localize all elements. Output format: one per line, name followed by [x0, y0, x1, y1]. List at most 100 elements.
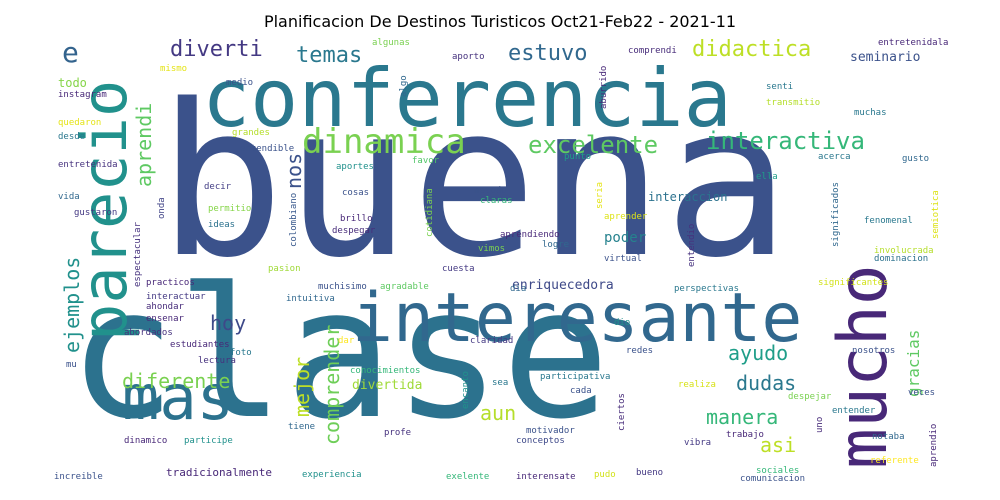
cloud-word-semiotica: semiotica — [931, 190, 941, 239]
cloud-word-sociales: sociales — [756, 466, 800, 476]
cloud-word-dio: dio — [614, 318, 631, 328]
cloud-word-motivador: motivador — [526, 426, 575, 436]
cloud-word-dinamica: dinamica — [302, 122, 466, 162]
cloud-word-acerca: acerca — [818, 152, 851, 162]
cloud-word-onda: onda — [157, 197, 167, 219]
cloud-word-dominacion: dominacion — [874, 254, 929, 264]
cloud-word-claridad: claridad — [470, 336, 514, 346]
cloud-word-seminario: seminario — [850, 50, 921, 65]
cloud-word-transmitio: transmitio — [766, 98, 821, 108]
cloud-word-senti: senti — [766, 82, 794, 92]
cloud-word-clase: clase — [68, 250, 610, 459]
cloud-word-entretenidala: entretenidala — [878, 38, 949, 48]
cloud-word-redes: redes — [626, 346, 654, 356]
cloud-word-asi: asi — [760, 433, 797, 457]
cloud-word-aprendio: aprendio — [929, 423, 939, 467]
cloud-word-ciertos: ciertos — [617, 393, 627, 431]
cloud-word-aun: aun — [480, 401, 517, 425]
cloud-word-intuitiva: intuitiva — [286, 294, 335, 304]
cloud-word-agradable: agradable — [380, 282, 429, 292]
cloud-word-interactiva: interactiva — [706, 127, 865, 155]
cloud-word-nosotros: nosotros — [852, 346, 896, 356]
cloud-word-ella: ella — [756, 172, 778, 182]
cloud-word-cuesta: cuesta — [442, 264, 475, 274]
cloud-word-ahondar: ahondar — [146, 302, 184, 312]
cloud-word-interactuar: interactuar — [146, 292, 206, 302]
cloud-word-mu: mu — [66, 360, 77, 370]
cloud-word-aprendi: aprendi — [132, 102, 156, 187]
cloud-word-muchas: muchas — [854, 108, 887, 118]
cloud-word-didactica: didactica — [692, 37, 812, 62]
cloud-word-favor: favor — [412, 156, 440, 166]
cloud-word-buena: buena — [158, 59, 791, 304]
cloud-word-aprender: aprender — [604, 212, 648, 222]
cloud-word-despegar: despegar — [332, 226, 376, 236]
cloud-word-exelente: exelente — [446, 472, 490, 482]
cloud-word-temas: temas — [296, 43, 363, 68]
cloud-word-conocimientos: conocimientos — [350, 366, 421, 376]
cloud-word-lectura: lectura — [198, 356, 236, 366]
cloud-word-diverti: diverti — [170, 37, 263, 62]
cloud-word-quedaron: quedaron — [58, 118, 102, 128]
cloud-word-dar: dar — [338, 336, 355, 346]
cloud-word-estudiantes: estudiantes — [170, 340, 230, 350]
cloud-word-fenomenal: fenomenal — [864, 216, 913, 226]
cloud-word-hoy: hoy — [210, 311, 247, 335]
cloud-word-abordados: abordados — [124, 328, 173, 338]
cloud-word-encanto: encanto — [461, 371, 471, 409]
cloud-word-punto: punto — [564, 152, 592, 162]
cloud-word-gusto: gusto — [902, 154, 930, 164]
cloud-word-diferente: diferente — [122, 369, 231, 393]
cloud-word-trabajo: trabajo — [726, 430, 764, 440]
cloud-word-colombiano: colombiano — [289, 192, 299, 247]
cloud-word-uno: uno — [815, 416, 825, 433]
cloud-word-ideas: ideas — [208, 220, 236, 230]
cloud-word-e: e — [62, 37, 79, 69]
cloud-word-virtual: virtual — [604, 254, 642, 264]
cloud-word-algo: algo — [399, 75, 409, 97]
cloud-word-enriquecedora: enriquecedora — [512, 278, 614, 293]
cloud-word-pudo: pudo — [594, 470, 616, 480]
cloud-word-significantes: significantes — [818, 278, 889, 288]
cloud-word-medio: medio — [226, 78, 254, 88]
cloud-word-interesante: interesante — [352, 279, 803, 358]
cloud-word-cotidiana: cotidiana — [425, 188, 435, 237]
cloud-word-permitio: permitio — [208, 204, 252, 214]
cloud-word-aburrido: aburrido — [599, 65, 609, 109]
cloud-word-profe: profe — [384, 428, 412, 438]
cloud-word-algunas: algunas — [372, 38, 410, 48]
cloud-word-perspectivas: perspectivas — [674, 284, 740, 294]
cloud-word-bueno: bueno — [636, 468, 664, 478]
cloud-word-mismo: mismo — [160, 64, 188, 74]
cloud-word-significados: significados — [831, 181, 841, 247]
cloud-word-metodo: metodo — [474, 186, 507, 196]
cloud-word-experiencia: experiencia — [302, 470, 362, 480]
cloud-word-sea: sea — [492, 378, 509, 388]
word-cloud: buena clase conferencia interesante much… — [40, 37, 960, 497]
cloud-word-cosas: cosas — [342, 188, 370, 198]
cloud-word-tradicionalmente: tradicionalmente — [166, 466, 272, 479]
cloud-word-nos: nos — [282, 152, 306, 189]
cloud-word-entendible: entendible — [240, 144, 295, 154]
cloud-word-vibra: vibra — [684, 438, 712, 448]
cloud-word-participativa: participativa — [540, 372, 611, 382]
cloud-word-claras: claras — [480, 196, 513, 206]
cloud-word-vimos: vimos — [478, 244, 506, 254]
cloud-word-gustaron: gustaron — [74, 208, 118, 218]
cloud-word-seria: seria — [595, 181, 605, 209]
cloud-word-poder: poder — [604, 230, 647, 246]
cloud-word-excelente: excelente — [528, 131, 659, 159]
cloud-word-instagram: instagram — [58, 90, 107, 100]
cloud-word-practicos: practicos — [146, 278, 195, 288]
cloud-word-involucrada: involucrada — [874, 246, 934, 256]
cloud-word-logre: logre — [542, 240, 570, 250]
cloud-word-referente: referente — [870, 456, 919, 466]
cloud-word-comunicacion: comunicacion — [740, 474, 806, 484]
cloud-word-participe: participe — [184, 436, 233, 446]
cloud-word-brillo: brillo — [340, 214, 373, 224]
cloud-word-dudas: dudas — [736, 371, 797, 395]
cloud-word-conceptos: conceptos — [516, 436, 565, 446]
cloud-word-interaccion: interaccion — [648, 190, 728, 204]
cloud-word-todo: todo — [58, 76, 87, 90]
cloud-word-desde: desde — [58, 132, 86, 142]
